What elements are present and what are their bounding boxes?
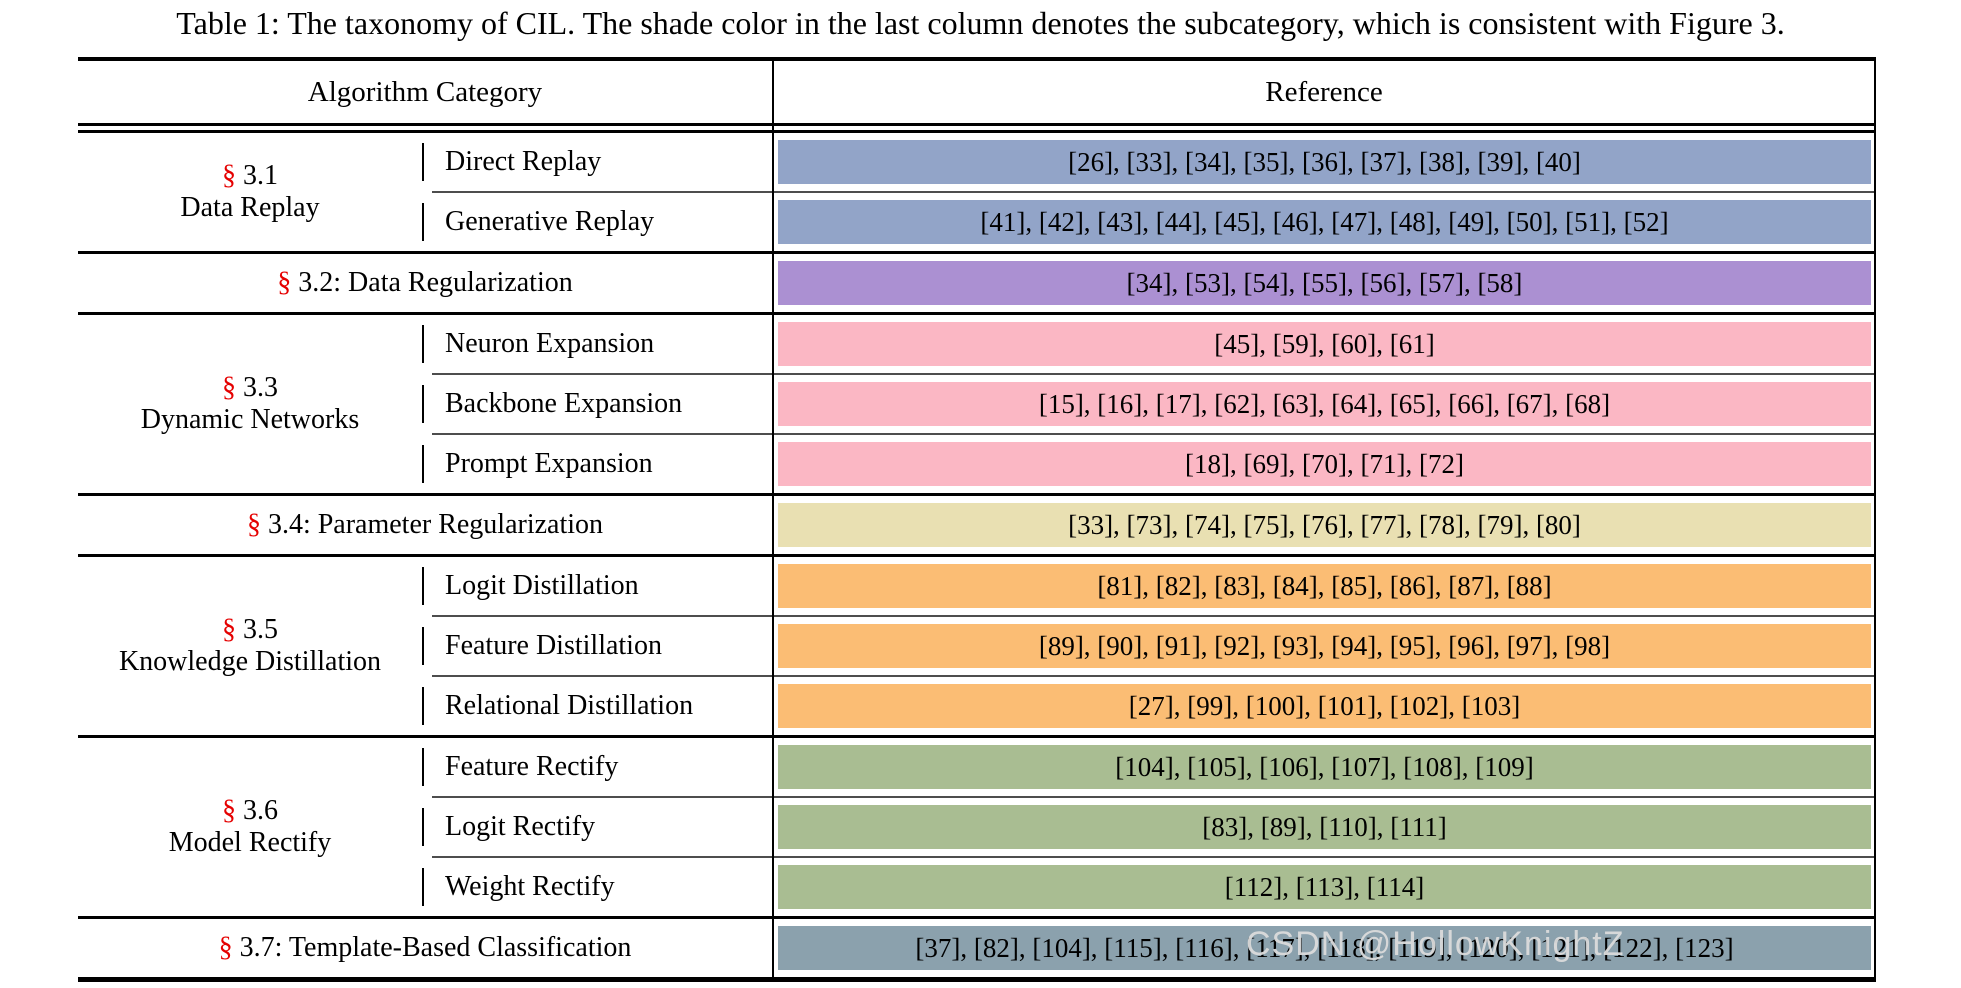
- section-label-3.6: § 3.6 Model Rectify: [78, 738, 422, 916]
- section-symbol: §: [246, 509, 261, 540]
- section-symbol: §: [222, 795, 236, 826]
- table-row: Direct Replay [26], [33], [34], [35], [36…: [422, 133, 1876, 191]
- section-symbol: §: [222, 160, 236, 191]
- row-separator-line: [432, 856, 1876, 858]
- table-row: Weight Rectify [112], [113], [114]: [422, 858, 1876, 916]
- table-row: Backbone Expansion [15], [16], [17], [62]…: [422, 375, 1876, 433]
- subcategory-label: Direct Replay: [445, 146, 602, 177]
- row-tick-mark: [422, 445, 424, 483]
- table-body: § 3.1 Data Replay Direct Replay [26], [33],…: [78, 133, 1876, 977]
- table-caption: Table 1: The taxonomy of CIL. The shade …: [176, 5, 1785, 41]
- row-tick-mark: [422, 385, 424, 423]
- reference-bar: [83], [89], [110], [111]: [778, 805, 1871, 849]
- section-3.3: § 3.3 Dynamic Networks Neuron Expansion [45…: [78, 312, 1876, 493]
- section-3.5: § 3.5 Knowledge Distillation Logit Distill…: [78, 554, 1876, 735]
- section-title: Dynamic Networks: [140, 404, 360, 435]
- section-rows-3.1: Direct Replay [26], [33], [34], [35], [36…: [422, 133, 1876, 251]
- section-label-3.5: § 3.5 Knowledge Distillation: [78, 557, 422, 735]
- section-symbol: §: [222, 614, 236, 645]
- row-tick-mark: [422, 808, 424, 846]
- subcategory-label: Neuron Expansion: [445, 328, 655, 359]
- section-label: § 3.2: Data Regularization: [277, 267, 573, 298]
- subcategory-label: Weight Rectify: [445, 871, 615, 902]
- section-title: Model Rectify: [168, 827, 332, 858]
- section-number: § 3.5: [222, 614, 278, 645]
- subcategory-label: Feature Rectify: [445, 751, 619, 782]
- reference-bar: [112], [113], [114]: [778, 865, 1871, 909]
- reference-bar: [81], [82], [83], [84], [85], [86], [87]…: [778, 564, 1871, 608]
- table-row: Logit Rectify [83], [89], [110], [111]: [422, 798, 1876, 856]
- table-right-border-line: [1874, 61, 1876, 977]
- row-tick-mark: [422, 627, 424, 665]
- section-label: § 3.4: Parameter Regularization: [246, 509, 604, 540]
- reference-bar: [37], [82], [104], [115], [116], [117], …: [778, 926, 1871, 970]
- table-header-row: Algorithm Category Reference: [78, 61, 1876, 123]
- double-rule: [78, 123, 1876, 133]
- subcategory-label: Prompt Expansion: [445, 448, 653, 479]
- row-tick-mark: [422, 143, 424, 181]
- row-separator-line: [432, 373, 1876, 375]
- section-title: Knowledge Distillation: [118, 646, 382, 677]
- section-number: § 3.6: [222, 795, 278, 826]
- section-rows-3.3: Neuron Expansion [45], [59], [60], [61] Ba…: [422, 315, 1876, 493]
- taxonomy-table: Algorithm Category Reference § 3.1 Data R…: [78, 57, 1876, 982]
- section-label: § 3.7: Template-Based Classification: [218, 932, 632, 963]
- row-tick-mark: [422, 748, 424, 786]
- subcategory-label: Generative Replay: [445, 206, 655, 237]
- section-rows-3.6: Feature Rectify [104], [105], [106], [107…: [422, 738, 1876, 916]
- reference-bar: [15], [16], [17], [62], [63], [64], [65]…: [778, 382, 1871, 426]
- row-tick-mark: [422, 203, 424, 241]
- section-3.2: § 3.2: Data Regularization [34], [53], [5…: [78, 251, 1876, 312]
- reference-bar: [41], [42], [43], [44], [45], [46], [47]…: [778, 200, 1871, 244]
- table-row: Feature Distillation [89], [90], [91], [9…: [422, 617, 1876, 675]
- row-separator-line: [432, 675, 1876, 677]
- watermark: CSDN @HollowKnightZ: [1246, 925, 1625, 963]
- subcategory-label: Feature Distillation: [445, 630, 662, 661]
- table-row: Logit Distillation [81], [82], [83], [84]…: [422, 557, 1876, 615]
- table-row: Generative Replay [41], [42], [43], [44],…: [422, 193, 1876, 251]
- reference-bar: [45], [59], [60], [61]: [778, 322, 1871, 366]
- section-symbol: §: [222, 372, 236, 403]
- reference-bar: [18], [69], [70], [71], [72]: [778, 442, 1871, 486]
- column-divider-line: [772, 61, 774, 977]
- row-separator-line: [432, 615, 1876, 617]
- reference-bar: [27], [99], [100], [101], [102], [103]: [778, 684, 1871, 728]
- table-row: Feature Rectify [104], [105], [106], [107…: [422, 738, 1876, 796]
- section-3.4: § 3.4: Parameter Regularization [33], [73…: [78, 493, 1876, 554]
- subcategory-label: Logit Distillation: [445, 570, 639, 601]
- reference-bar: [33], [73], [74], [75], [76], [77], [78]…: [778, 503, 1871, 547]
- header-algorithm-category: Algorithm Category: [307, 75, 543, 108]
- row-separator-line: [432, 796, 1876, 798]
- subcategory-label: Backbone Expansion: [445, 388, 683, 419]
- row-tick-mark: [422, 325, 424, 363]
- section-symbol: §: [277, 267, 292, 298]
- subcategory-label: Logit Rectify: [445, 811, 596, 842]
- section-title: Data Replay: [180, 192, 320, 223]
- section-3.7: § 3.7: Template-Based Classification [37]…: [78, 916, 1876, 977]
- table-row: Prompt Expansion [18], [69], [70], [71], …: [422, 435, 1876, 493]
- section-label-3.1: § 3.1 Data Replay: [78, 133, 422, 251]
- section-rows-3.5: Logit Distillation [81], [82], [83], [84]…: [422, 557, 1876, 735]
- table-row: Relational Distillation [27], [99], [100]…: [422, 677, 1876, 735]
- reference-bar: [34], [53], [54], [55], [56], [57], [58]: [778, 261, 1871, 305]
- table-row: Neuron Expansion [45], [59], [60], [61]: [422, 315, 1876, 373]
- row-tick-mark: [422, 687, 424, 725]
- row-separator-line: [432, 433, 1876, 435]
- section-3.6: § 3.6 Model Rectify Feature Rectify [104], …: [78, 735, 1876, 916]
- reference-bar: [89], [90], [91], [92], [93], [94], [95]…: [778, 624, 1871, 668]
- subcategory-label: Relational Distillation: [445, 690, 694, 721]
- section-symbol: §: [218, 932, 233, 963]
- section-3.1: § 3.1 Data Replay Direct Replay [26], [33],…: [78, 133, 1876, 251]
- row-tick-mark: [422, 868, 424, 906]
- row-tick-mark: [422, 567, 424, 605]
- section-label-3.3: § 3.3 Dynamic Networks: [78, 315, 422, 493]
- header-reference: Reference: [1265, 75, 1383, 108]
- reference-bar: [26], [33], [34], [35], [36], [37], [38]…: [778, 140, 1871, 184]
- section-number: § 3.1: [222, 160, 278, 191]
- section-number: § 3.3: [222, 372, 278, 403]
- reference-bar: [104], [105], [106], [107], [108], [109]: [778, 745, 1871, 789]
- row-separator-line: [432, 191, 1876, 193]
